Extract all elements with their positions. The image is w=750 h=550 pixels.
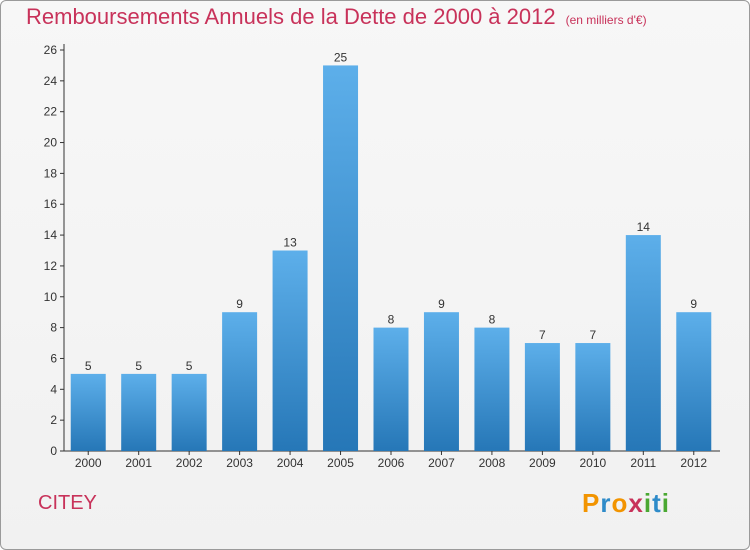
bar [423, 312, 459, 451]
bar-value-label: 7 [539, 328, 546, 342]
x-axis: 2000 2001 2002 2003 2004 2005 2006 2007 2008 2009… [64, 450, 720, 470]
x-tick-label: 2004 [277, 456, 304, 470]
y-tick-label: 26 [44, 43, 58, 57]
x-tick-label: 2012 [680, 456, 707, 470]
bar-value-label: 5 [135, 359, 142, 373]
bar [524, 343, 560, 451]
bar-value-label: 25 [334, 50, 348, 64]
bar-value-label: 13 [283, 236, 297, 250]
bar-value-label: 5 [186, 359, 193, 373]
bar [70, 373, 106, 451]
bar [625, 235, 661, 451]
bar [474, 327, 510, 451]
x-tick-label: 2000 [75, 456, 102, 470]
bar-value-label: 9 [690, 297, 697, 311]
x-tick-label: 2002 [176, 456, 203, 470]
bar-value-label: 5 [85, 359, 92, 373]
chart-unit-note: (en milliers d'€) [565, 13, 647, 27]
x-tick-label: 2008 [479, 456, 506, 470]
y-tick-label: 24 [44, 74, 58, 88]
bar-value-label: 7 [590, 328, 597, 342]
logo-letter: i [643, 488, 653, 518]
x-tick-label: 2001 [125, 456, 152, 470]
x-tick-label: 2009 [529, 456, 556, 470]
x-tick-label: 2006 [378, 456, 405, 470]
logo-letter: o [611, 488, 629, 518]
logo-letter: P [582, 488, 601, 518]
bar [272, 250, 308, 451]
bar-value-label: 9 [438, 297, 445, 311]
chart-title: Remboursements Annuels de la Dette de 20… [26, 4, 647, 30]
logo-letter: i [661, 488, 670, 518]
bar [676, 312, 712, 451]
y-tick-label: 18 [44, 166, 58, 180]
bar-value-label: 14 [637, 220, 651, 234]
y-tick-label: 12 [44, 259, 58, 273]
y-tick-label: 22 [44, 105, 58, 119]
x-tick-label: 2011 [630, 456, 656, 470]
bar [171, 373, 207, 451]
x-tick-label: 2005 [327, 456, 354, 470]
y-tick-label: 10 [44, 290, 58, 304]
proxiti-logo[interactable]: Proxiti [582, 488, 670, 519]
bar [222, 312, 258, 451]
y-tick-label: 4 [50, 382, 57, 396]
y-tick-label: 8 [50, 321, 57, 335]
y-tick-label: 6 [50, 351, 57, 365]
y-tick-label: 2 [50, 413, 57, 427]
logo-letter: r [600, 488, 612, 518]
bar-value-label: 9 [236, 297, 243, 311]
y-tick-label: 20 [44, 136, 58, 150]
bar [575, 343, 611, 451]
y-tick-label: 16 [44, 197, 58, 211]
bars-group: 5 5 5 9 13 25 8 9 8 7 7 14 9 [70, 50, 712, 451]
chart-title-text: Remboursements Annuels de la Dette de 20… [26, 4, 556, 29]
x-tick-label: 2010 [579, 456, 606, 470]
logo-letter: x [628, 488, 644, 518]
x-tick-label: 2003 [226, 456, 253, 470]
x-tick-label: 2007 [428, 456, 455, 470]
y-tick-label: 14 [44, 228, 58, 242]
commune-name: CITEY [38, 492, 97, 514]
bar-value-label: 8 [388, 313, 395, 327]
y-tick-label: 0 [50, 444, 57, 458]
bar [323, 65, 359, 451]
logo-letter: t [652, 488, 662, 518]
bar [373, 327, 409, 451]
bar [121, 373, 157, 451]
bar-value-label: 8 [489, 313, 496, 327]
